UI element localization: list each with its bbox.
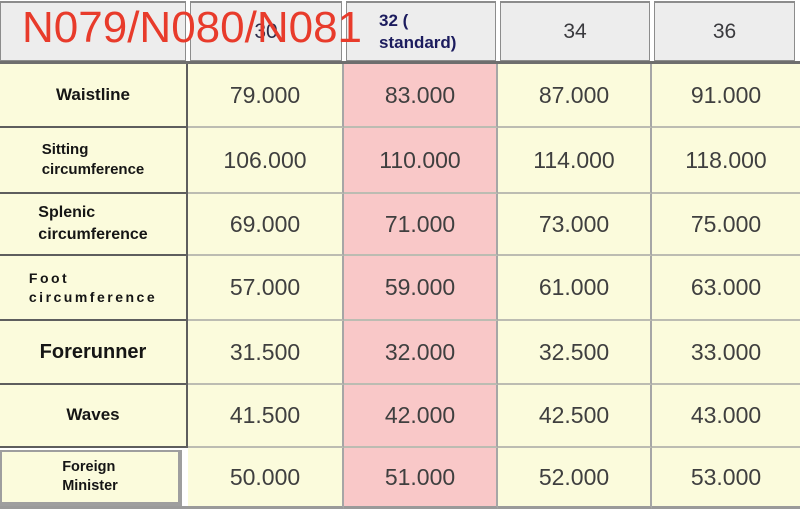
size-value-cell: 32.500 xyxy=(498,321,652,385)
size-value-cell: 50.000 xyxy=(188,448,344,509)
size-value-cell-standard: 110.000 xyxy=(344,128,498,194)
table-body: Waistline 79.000 83.000 87.000 91.000 Si… xyxy=(0,64,800,509)
row-label-forerunner: Forerunner xyxy=(0,321,188,385)
size-value-cell: 53.000 xyxy=(652,448,800,509)
column-header-30: 30 xyxy=(188,0,344,61)
size-value-cell: 63.000 xyxy=(652,256,800,321)
column-header-34-cell: 34 xyxy=(500,1,650,61)
row-label-foreign-minister: Foreign Minister xyxy=(0,450,182,506)
size-value-cell: 42.500 xyxy=(498,385,652,448)
size-value-cell: 69.000 xyxy=(188,194,344,256)
size-value-cell: 91.000 xyxy=(652,64,800,128)
size-value-cell: 114.000 xyxy=(498,128,652,194)
row-label-splenic-circumference: Splenic circumference xyxy=(0,194,188,256)
size-value-cell: 75.000 xyxy=(652,194,800,256)
column-header-empty-cell xyxy=(0,1,186,61)
row-label-sitting-circumference: Sitting circumference xyxy=(0,128,188,194)
column-header-36-cell: 36 xyxy=(654,1,795,61)
size-value-cell-standard: 42.000 xyxy=(344,385,498,448)
size-value-cell-standard: 83.000 xyxy=(344,64,498,128)
size-value-cell-standard: 32.000 xyxy=(344,321,498,385)
column-header-32-standard-cell: 32 ( standard) xyxy=(346,1,496,61)
size-value-cell: 57.000 xyxy=(188,256,344,321)
column-header-empty xyxy=(0,0,188,61)
size-value-cell: 33.000 xyxy=(652,321,800,385)
size-value-cell: 118.000 xyxy=(652,128,800,194)
size-value-cell: 43.000 xyxy=(652,385,800,448)
size-value-cell: 73.000 xyxy=(498,194,652,256)
size-value-cell-standard: 71.000 xyxy=(344,194,498,256)
size-value-cell: 106.000 xyxy=(188,128,344,194)
row-label-waves: Waves xyxy=(0,385,188,448)
row-label-foot-circumference: Foot circumference xyxy=(0,256,188,321)
size-value-cell: 31.500 xyxy=(188,321,344,385)
size-value-cell-standard: 51.000 xyxy=(344,448,498,509)
size-value-cell: 41.500 xyxy=(188,385,344,448)
size-value-cell: 61.000 xyxy=(498,256,652,321)
row-label-waistline: Waistline xyxy=(0,64,188,128)
column-header-34: 34 xyxy=(498,0,652,61)
size-value-cell: 87.000 xyxy=(498,64,652,128)
size-value-cell: 79.000 xyxy=(188,64,344,128)
column-header-32-standard: 32 ( standard) xyxy=(344,0,498,61)
table-header-row: 30 32 ( standard) 34 36 xyxy=(0,0,800,64)
size-value-cell-standard: 59.000 xyxy=(344,256,498,321)
column-header-30-cell: 30 xyxy=(190,1,342,61)
size-value-cell: 52.000 xyxy=(498,448,652,509)
column-header-36: 36 xyxy=(652,0,800,61)
row-label-foreign-minister-frame: Foreign Minister xyxy=(0,448,188,509)
